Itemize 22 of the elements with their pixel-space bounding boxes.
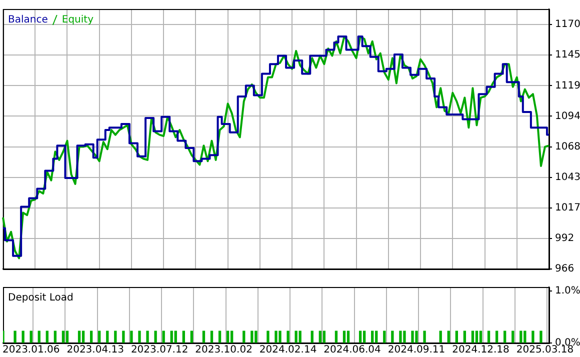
y-tick-label: 1068 bbox=[555, 141, 580, 152]
x-tick-label: 2023.01.06 bbox=[2, 344, 60, 356]
x-tick-label: 2025.03.18 bbox=[516, 344, 574, 356]
x-tick-label: 2023.10.02 bbox=[195, 344, 252, 356]
y-tick-label: 1.0% bbox=[555, 286, 580, 297]
y-tick-label: 1043 bbox=[555, 172, 580, 183]
x-tick-label: 2023.04.13 bbox=[66, 344, 124, 356]
x-tick-label: 2024.09.11 bbox=[388, 344, 446, 356]
y-tick-label: 1017 bbox=[555, 202, 580, 214]
y-tick-label: 1145 bbox=[555, 50, 580, 61]
y-tick-label: 1119 bbox=[555, 80, 580, 92]
x-tick-label: 2024.12.18 bbox=[452, 344, 510, 356]
text: Deposit Load bbox=[8, 292, 74, 304]
x-tick-label: 2024.02.14 bbox=[259, 344, 317, 356]
x-tick-label: 2024.06.04 bbox=[324, 344, 381, 356]
y-tick-label: 992 bbox=[555, 233, 574, 244]
y-tick-label: 1170 bbox=[555, 19, 580, 30]
y-tick-label: 1094 bbox=[555, 110, 580, 122]
text: Balance bbox=[8, 14, 48, 26]
y-tick-label: 966 bbox=[555, 264, 574, 275]
x-tick-label: 2023.07.12 bbox=[130, 344, 188, 356]
legend-label: Equity bbox=[62, 14, 94, 26]
